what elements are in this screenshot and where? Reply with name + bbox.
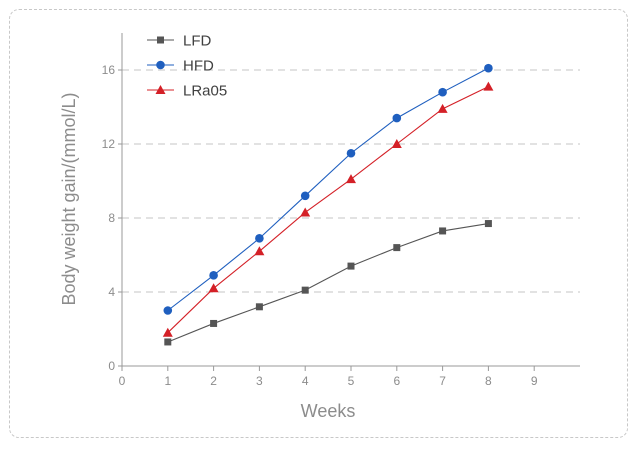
x-tick-label: 6 bbox=[393, 374, 400, 388]
y-tick-label: 0 bbox=[108, 359, 115, 373]
lra05-point bbox=[254, 246, 265, 256]
legend-item-hfd: HFD bbox=[147, 58, 214, 75]
grid-lines bbox=[122, 69, 580, 293]
x-tick-label: 0 bbox=[119, 374, 126, 388]
x-axis-title: Weeks bbox=[301, 401, 356, 421]
lra05-point bbox=[300, 207, 311, 217]
hfd-point bbox=[346, 148, 356, 158]
hfd-point bbox=[392, 113, 402, 123]
legend-marker bbox=[155, 85, 166, 94]
lfd-point bbox=[210, 319, 218, 327]
y-tick-label: 12 bbox=[102, 137, 116, 151]
lra05-point bbox=[162, 327, 173, 337]
x-tick-label: 7 bbox=[439, 374, 446, 388]
legend-marker bbox=[156, 60, 165, 70]
lfd-point bbox=[439, 227, 447, 235]
legend-item-lfd: LFD bbox=[147, 33, 212, 50]
series-line-hfd bbox=[167, 67, 489, 311]
y-tick-label: 4 bbox=[108, 285, 115, 299]
x-tick-label: 3 bbox=[256, 374, 263, 388]
legend-marker bbox=[157, 36, 164, 44]
lfd-point bbox=[301, 286, 309, 294]
lra05-point bbox=[391, 139, 402, 148]
y-axis-title: Body weight gain/(mmol/L) bbox=[59, 92, 79, 305]
lfd-point bbox=[393, 244, 401, 252]
x-tick-label: 8 bbox=[485, 374, 492, 388]
lra05-point bbox=[346, 174, 356, 184]
x-tick-label: 4 bbox=[302, 374, 309, 388]
x-tick-label: 2 bbox=[210, 374, 217, 388]
y-tick-label: 8 bbox=[108, 211, 115, 225]
lra05-point bbox=[208, 283, 219, 293]
x-tick-label: 1 bbox=[164, 374, 171, 388]
hfd-point bbox=[438, 87, 447, 97]
series-line-lfd bbox=[167, 223, 489, 343]
x-tick-label: 9 bbox=[531, 374, 538, 388]
lfd-point bbox=[255, 303, 263, 311]
lfd-point bbox=[347, 262, 355, 270]
data-series bbox=[162, 63, 494, 346]
legend-label: LFD bbox=[183, 33, 212, 50]
chart-frame bbox=[9, 9, 628, 438]
legend-label: HFD bbox=[183, 58, 214, 75]
lra05-point bbox=[437, 103, 448, 113]
hfd-point bbox=[300, 191, 310, 201]
lfd-point bbox=[164, 338, 172, 346]
legend: LFD HFD LRa05 bbox=[147, 33, 227, 100]
hfd-point bbox=[163, 306, 173, 315]
x-tick-label: 5 bbox=[348, 374, 355, 388]
lra05-point bbox=[483, 81, 494, 91]
hfd-point bbox=[484, 63, 493, 73]
series-hfd bbox=[163, 63, 493, 315]
legend-label: LRa05 bbox=[183, 83, 227, 100]
series-line-lra05 bbox=[167, 86, 489, 334]
series-lfd bbox=[164, 220, 492, 346]
hfd-point bbox=[209, 271, 218, 280]
lfd-point bbox=[484, 220, 492, 228]
y-tick-label: 16 bbox=[102, 63, 116, 77]
legend-item-lra05: LRa05 bbox=[147, 83, 227, 100]
series-lra05 bbox=[162, 81, 494, 337]
hfd-point bbox=[255, 234, 264, 243]
